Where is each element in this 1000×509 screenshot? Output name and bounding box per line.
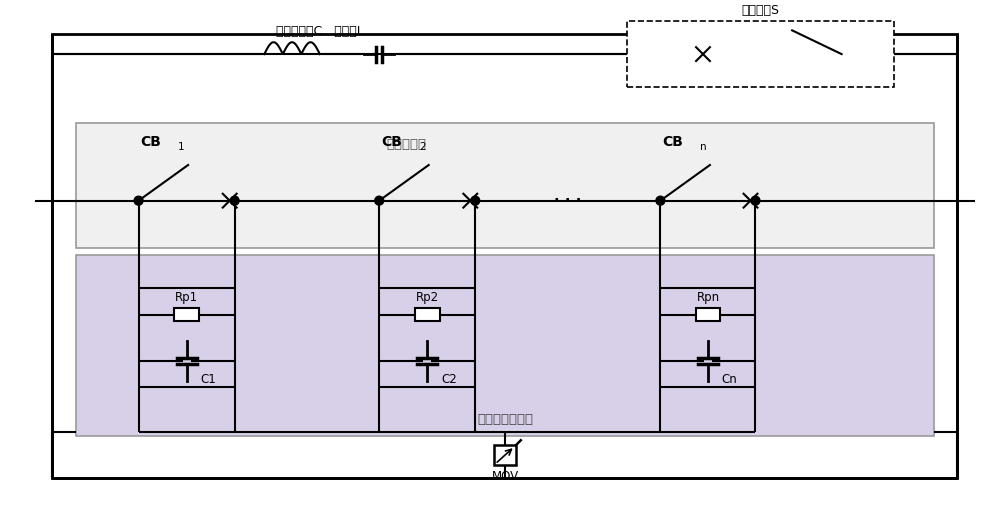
Text: MOV: MOV [491, 470, 519, 483]
Circle shape [751, 196, 760, 205]
Text: Rp1: Rp1 [175, 291, 198, 304]
Text: 多断口串联: 多断口串联 [386, 138, 426, 151]
Bar [627, 21, 894, 87]
Text: Rpn: Rpn [696, 291, 720, 304]
Bar [52, 34, 957, 478]
Circle shape [375, 196, 384, 205]
Circle shape [656, 196, 665, 205]
Text: Rp2: Rp2 [416, 291, 439, 304]
Text: C2: C2 [441, 373, 457, 386]
Text: n: n [700, 142, 707, 152]
Text: Cn: Cn [722, 373, 738, 386]
Text: CB: CB [141, 135, 161, 149]
Text: 多断口均压回路: 多断口均压回路 [477, 413, 533, 427]
Circle shape [230, 196, 239, 205]
Text: 2: 2 [419, 142, 425, 152]
Text: CB: CB [381, 135, 402, 149]
Bar [494, 445, 516, 465]
Text: 触发开关S: 触发开关S [741, 5, 779, 17]
Bar [696, 308, 720, 321]
Bar [76, 123, 934, 248]
Text: 储能电容器C   电抗器L: 储能电容器C 电抗器L [276, 25, 364, 38]
Bar [76, 255, 934, 436]
Circle shape [471, 196, 480, 205]
Text: C1: C1 [200, 373, 216, 386]
Text: CB: CB [662, 135, 683, 149]
Bar [415, 308, 440, 321]
Bar [174, 308, 199, 321]
Circle shape [134, 196, 143, 205]
Text: 1: 1 [178, 142, 185, 152]
Text: · · ·: · · · [554, 193, 581, 208]
